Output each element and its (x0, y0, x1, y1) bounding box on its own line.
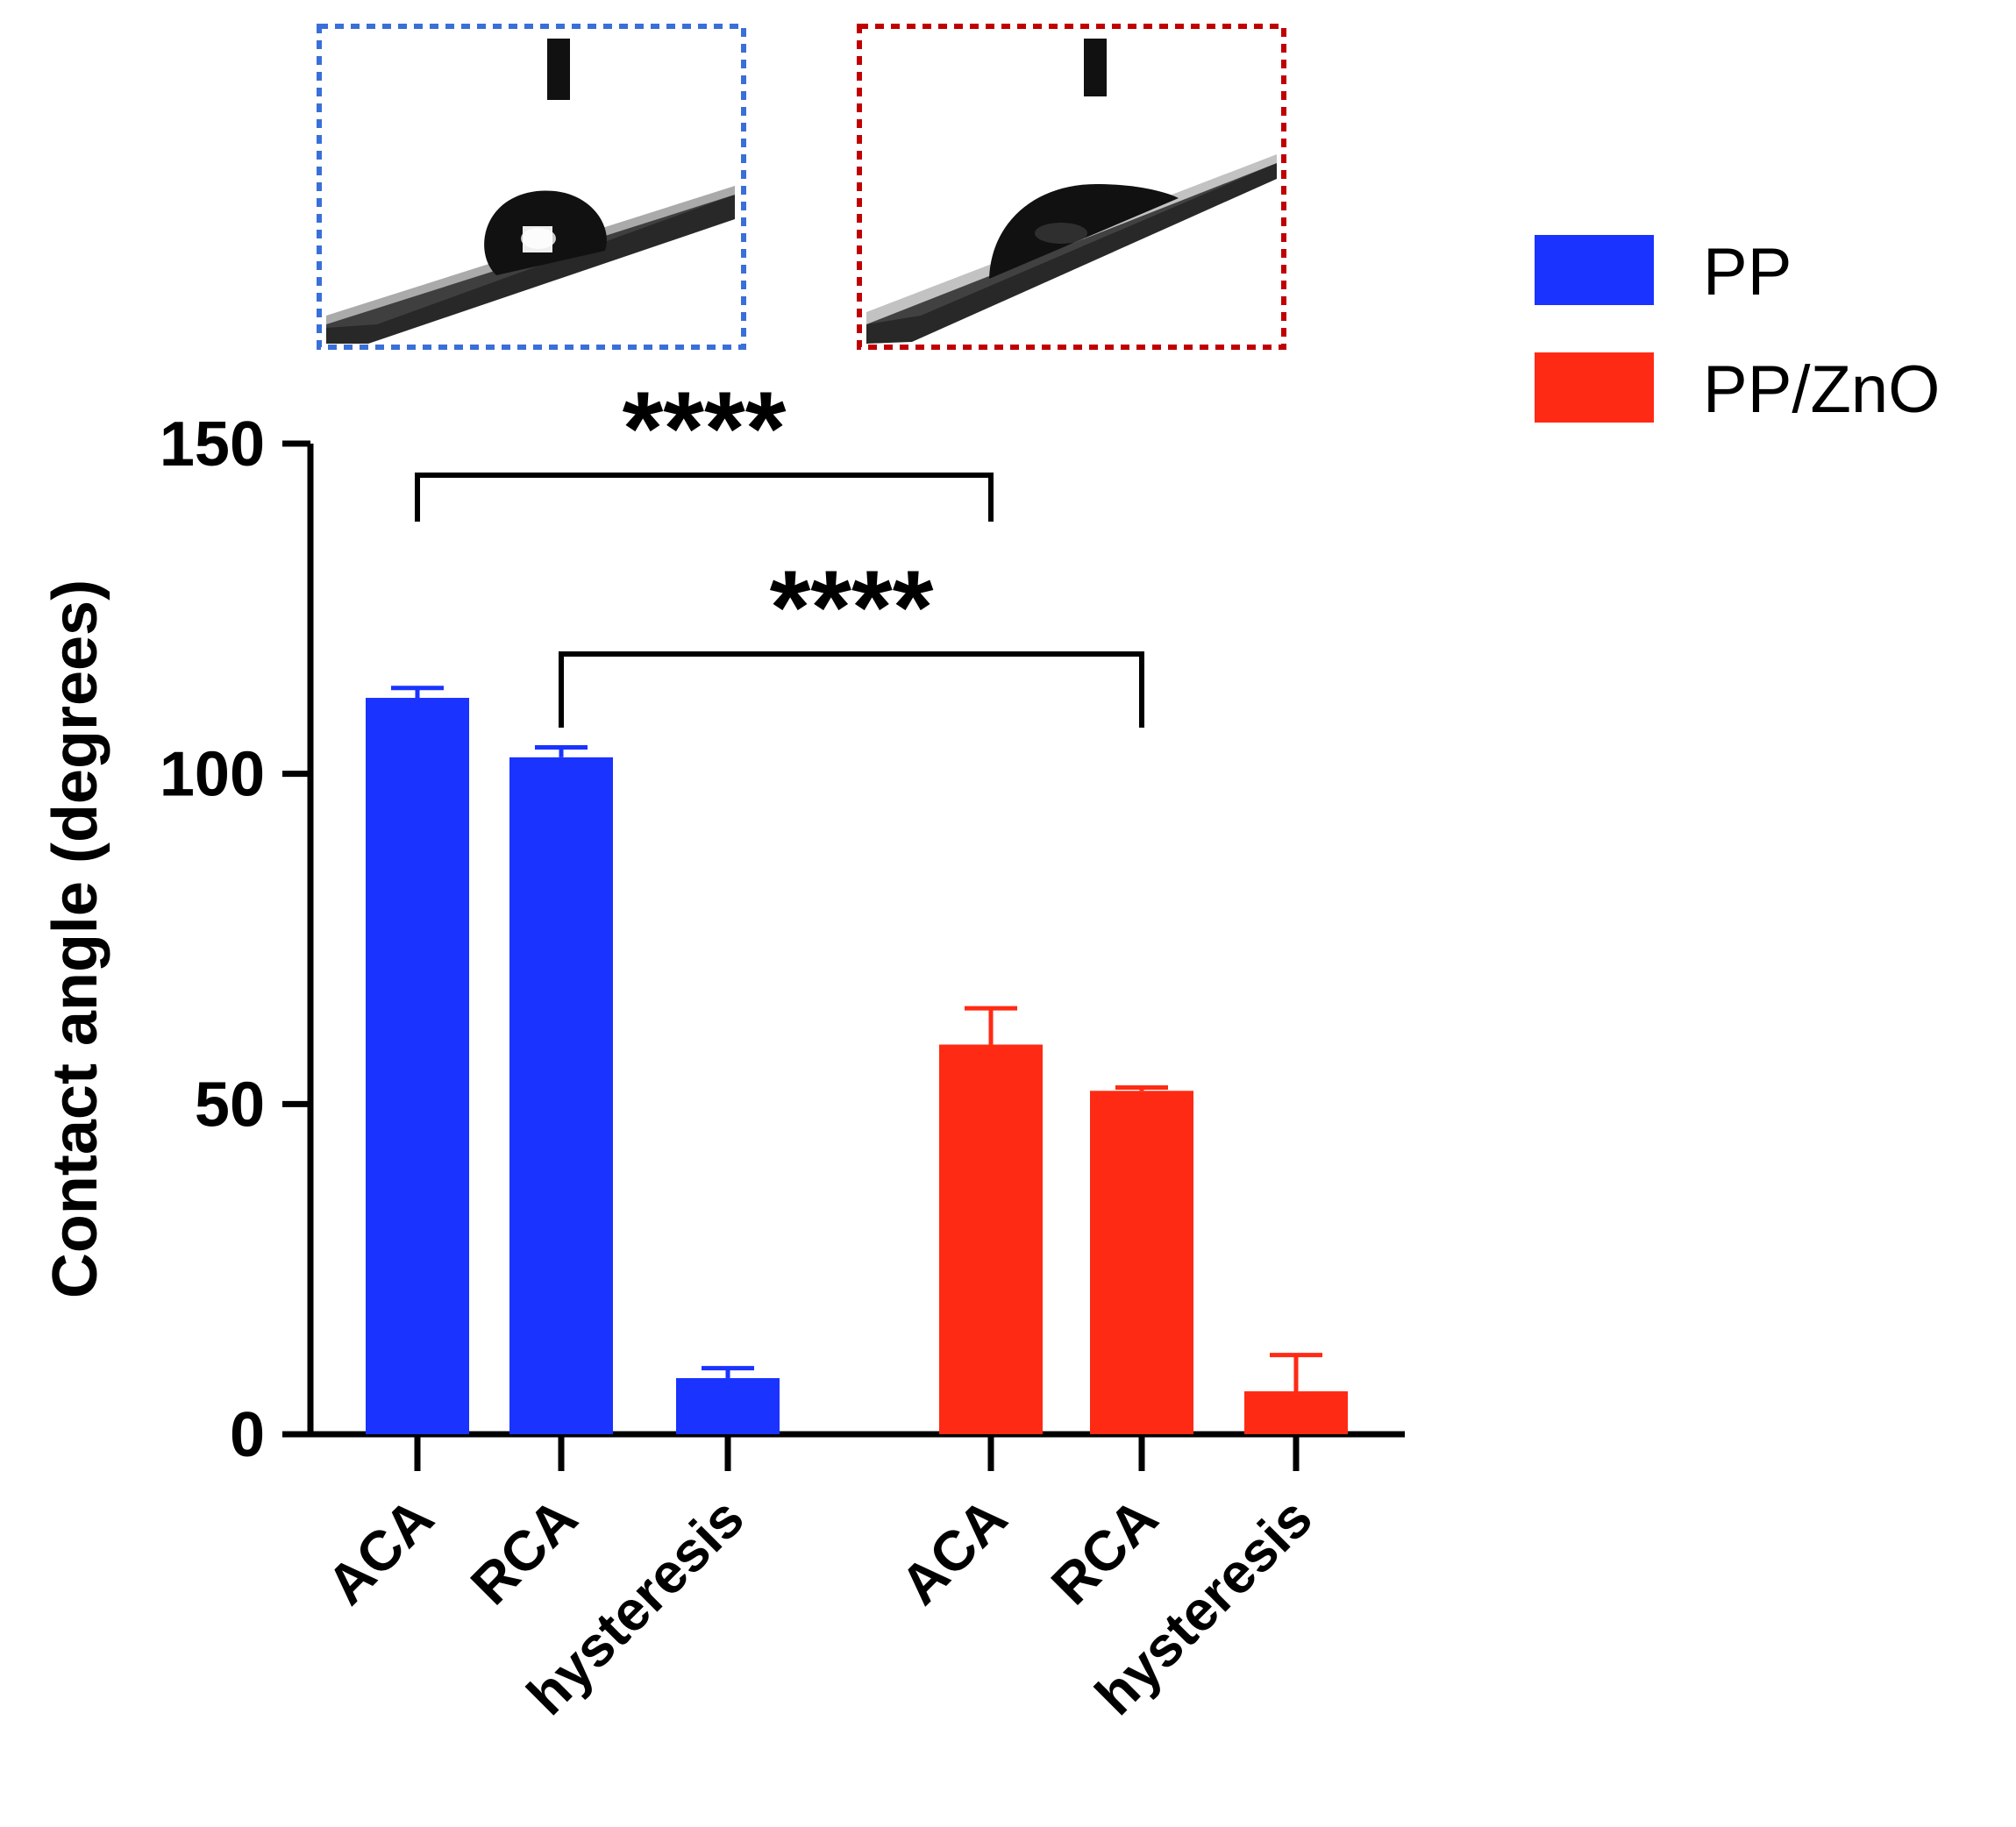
significance-bracket-aca: **** (415, 370, 994, 522)
x-ticks (414, 1434, 1300, 1471)
inset-ppzno-surface (866, 163, 1277, 344)
legend-swatch-pp (1535, 235, 1654, 305)
y-tick-label: 0 (230, 1400, 265, 1470)
x-category-label: ACA (888, 1486, 1019, 1617)
inset-pp-droplet (317, 24, 746, 350)
inset-pp-surface (326, 195, 735, 344)
bar-ppzno-hysteresis (1244, 1391, 1348, 1434)
bracket-rca-line (559, 651, 1144, 728)
y-ticks: 0 50 100 150 (160, 409, 310, 1470)
y-tick-label: 50 (195, 1070, 265, 1140)
legend-label-ppzno: PP/ZnO (1703, 352, 1940, 427)
y-axis-title: Contact angle (degrees) (40, 579, 110, 1298)
bar-ppzno-aca (939, 1044, 1043, 1434)
x-category-label: ACA (315, 1486, 445, 1617)
bracket-aca-line (415, 473, 994, 522)
x-category-label: RCA (459, 1486, 589, 1617)
axes (307, 444, 1405, 1438)
legend-label-pp: PP (1703, 235, 1792, 309)
bar-ppzno-rca (1090, 1091, 1193, 1434)
inset-ppzno-droplet (857, 24, 1286, 350)
significance-bracket-rca: **** (559, 549, 1144, 728)
legend: PP PP/ZnO (1535, 235, 1940, 427)
x-category-label: RCA (1039, 1486, 1170, 1617)
y-tick-label: 150 (160, 409, 265, 480)
bar-pp-aca (366, 698, 469, 1434)
bracket-rca-label: **** (770, 549, 934, 666)
bar-pp-rca (509, 757, 613, 1434)
inset-pp-needle (547, 39, 570, 100)
inset-pp-border (317, 24, 746, 350)
bars (366, 698, 1348, 1434)
bracket-aca-label: **** (623, 370, 787, 487)
inset-ppzno-needle (1084, 39, 1107, 96)
y-tick-label: 100 (160, 740, 265, 810)
error-bars (391, 686, 1322, 1392)
bar-pp-hysteresis (676, 1377, 780, 1434)
legend-swatch-ppzno (1535, 352, 1654, 423)
